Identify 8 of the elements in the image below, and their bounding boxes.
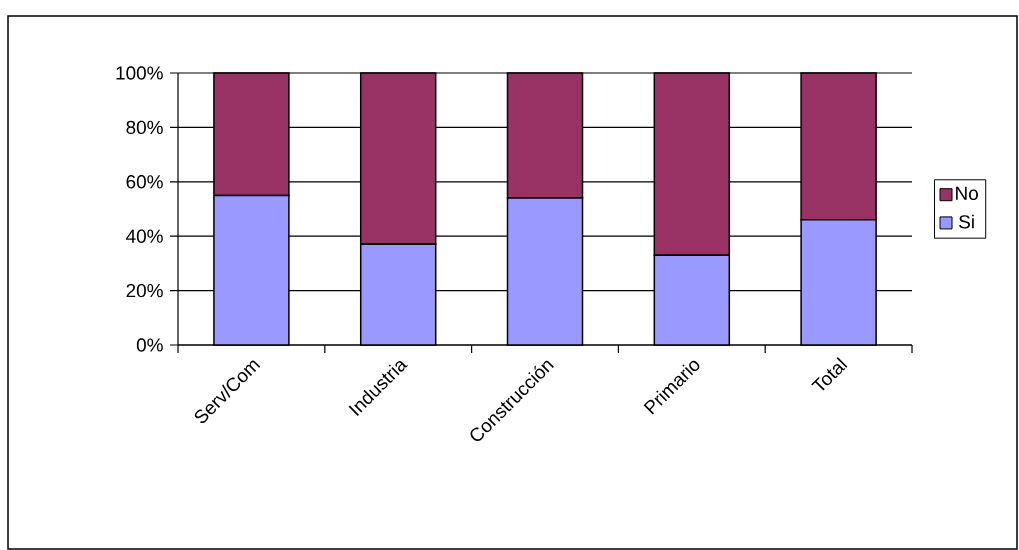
y-tick-label: 100% bbox=[116, 66, 163, 80]
y-tick-label: 20% bbox=[126, 283, 163, 298]
y-tick-label: 60% bbox=[126, 175, 163, 189]
legend-label: No bbox=[956, 186, 978, 200]
legend-label: Si bbox=[959, 214, 974, 229]
y-tick-label: 80% bbox=[126, 120, 163, 135]
y-tick-label: 0% bbox=[136, 338, 163, 352]
y-tick-label: 40% bbox=[126, 229, 163, 243]
